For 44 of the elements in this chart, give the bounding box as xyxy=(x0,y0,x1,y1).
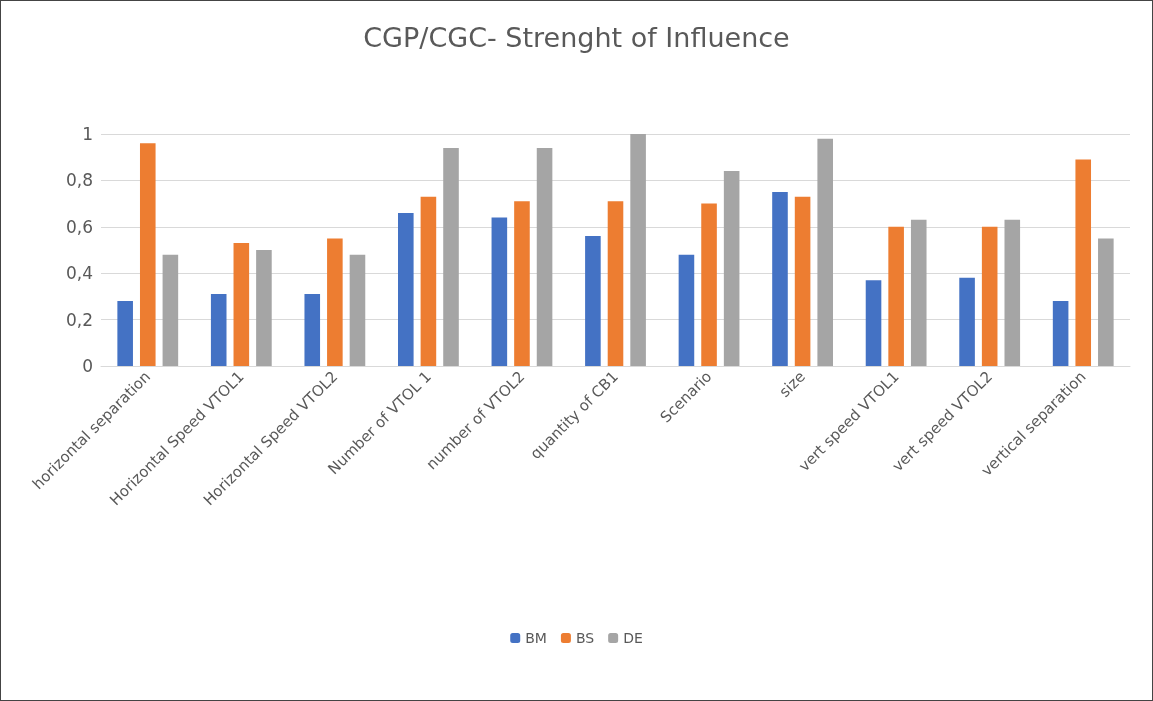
chart-title: CGP/CGC- Strenght of Influence xyxy=(363,22,790,53)
bar xyxy=(585,236,601,366)
bar xyxy=(256,250,272,366)
y-tick-label: 0,4 xyxy=(65,263,93,284)
bar xyxy=(607,201,624,366)
bar xyxy=(865,280,882,366)
y-tick-label: 0,8 xyxy=(65,170,93,191)
bar xyxy=(794,196,811,366)
x-tick-label: size xyxy=(775,367,809,401)
bar xyxy=(139,143,156,366)
bar xyxy=(210,294,227,366)
bar xyxy=(1075,159,1092,366)
legend-label: DE xyxy=(623,630,643,646)
bar xyxy=(1052,301,1069,366)
bar xyxy=(630,134,646,366)
bar xyxy=(910,219,927,366)
bar xyxy=(723,171,740,366)
bar xyxy=(678,254,695,366)
bar xyxy=(117,301,133,366)
bar xyxy=(327,238,343,366)
bar xyxy=(817,138,833,366)
bar xyxy=(959,277,975,366)
bar xyxy=(304,294,321,366)
bar xyxy=(162,254,179,366)
y-tick-label: 0,2 xyxy=(65,309,93,330)
bar xyxy=(398,212,414,366)
bar xyxy=(443,147,459,366)
y-tick-label: 0,6 xyxy=(65,216,93,237)
bar xyxy=(701,203,717,366)
bar xyxy=(491,217,508,366)
bar xyxy=(888,226,904,366)
bar xyxy=(349,254,366,366)
bar xyxy=(1004,219,1021,366)
bar xyxy=(233,243,250,366)
bar xyxy=(772,192,788,366)
bar xyxy=(514,201,530,366)
bar xyxy=(536,147,553,366)
legend-label: BS xyxy=(575,630,595,646)
legend-label: BM xyxy=(525,630,547,646)
bar xyxy=(981,226,998,366)
y-tick-label: 1 xyxy=(82,124,93,144)
bar xyxy=(1098,238,1114,366)
y-tick-label: 0 xyxy=(82,356,93,376)
bar xyxy=(420,196,437,366)
